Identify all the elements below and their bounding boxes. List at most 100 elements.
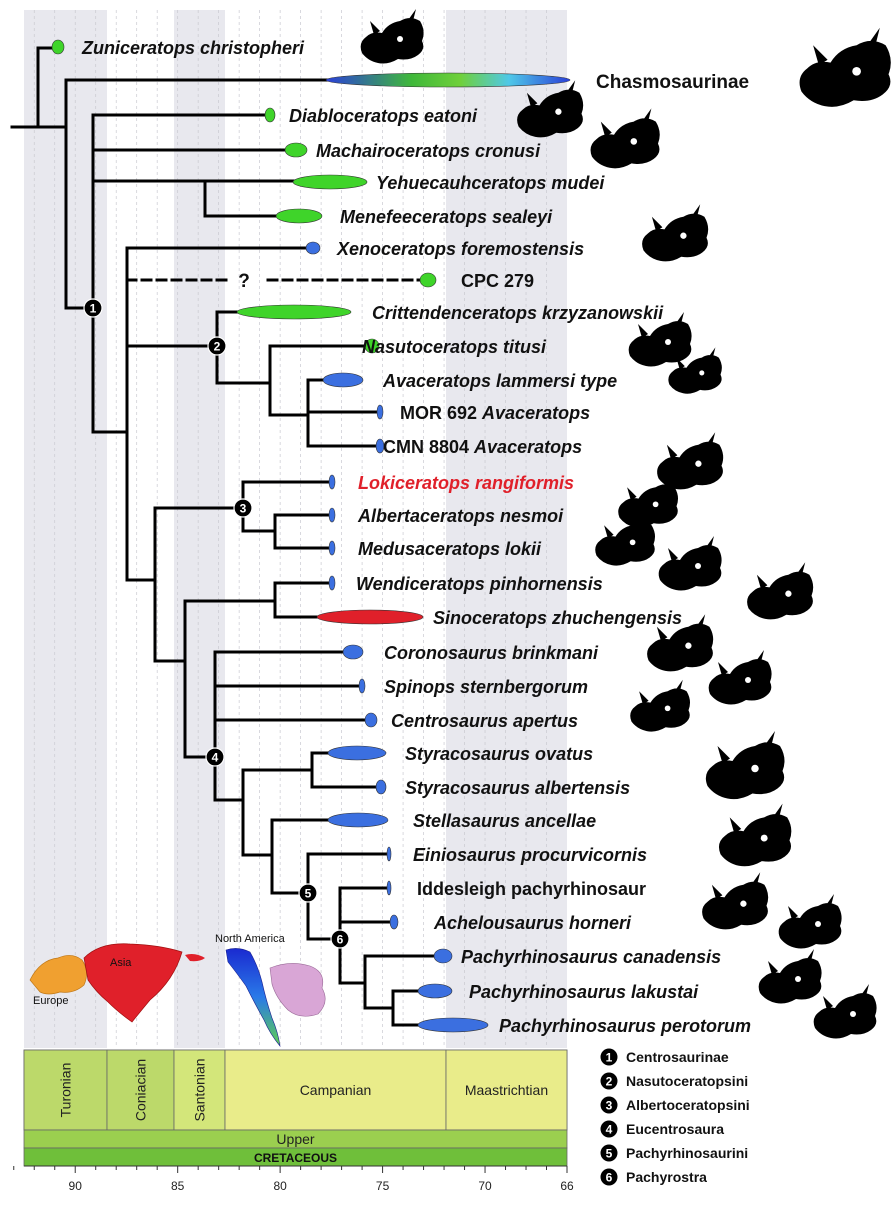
axis-tick-label: 66 — [560, 1179, 574, 1193]
stage-label: Maastrichtian — [465, 1082, 548, 1098]
range-yehuecauhceratops — [292, 174, 368, 190]
clade-node-number: 2 — [214, 340, 221, 354]
range-stellasaurus — [327, 812, 389, 828]
taxon-label: Achelousaurus horneri — [433, 913, 632, 933]
stage-label: Santonian — [192, 1058, 208, 1121]
range-medusaceratops — [328, 540, 336, 556]
axis-tick-label: 80 — [273, 1179, 287, 1193]
taxon-label: Coronosaurus brinkmani — [384, 643, 599, 663]
taxon-label: Spinops sternbergorum — [384, 677, 588, 697]
legend-item: 1 Centrosaurinae — [600, 1048, 729, 1066]
taxon-label: Crittendenceratops krzyzanowskii — [372, 303, 664, 323]
legend-label: Centrosaurinae — [626, 1049, 729, 1065]
range-bars — [51, 39, 571, 1033]
skull-silhouette — [360, 9, 424, 64]
clade-legend: 1 Centrosaurinae 2 Nasutoceratopsini 3 Albert… — [600, 1048, 750, 1186]
legend-item: 5 Pachyrhinosaurini — [600, 1144, 748, 1162]
range-lokiceratops — [328, 474, 336, 490]
taxon-label: Iddesleigh pachyrhinosaur — [417, 879, 646, 899]
clade-node-number: 5 — [305, 887, 312, 901]
skull-silhouette — [778, 894, 842, 949]
legend-number: 4 — [606, 1123, 613, 1137]
range-mor692 — [376, 404, 384, 420]
taxon-label: Zuniceratops christopheri — [81, 38, 305, 58]
legend-marker — [600, 1144, 618, 1162]
axis-tick-label: 75 — [376, 1179, 390, 1193]
taxon-label: Medusaceratops lokii — [358, 539, 542, 559]
skull-silhouette — [590, 108, 660, 169]
range-nasutoceratops — [364, 338, 380, 354]
north-america-east — [269, 963, 326, 1017]
range-centrosaurus — [364, 712, 378, 728]
taxon-label: Pachyrhinosaurus canadensis — [461, 947, 721, 967]
taxon-label: Einiosaurus procurvicornis — [413, 845, 647, 865]
taxon-label: Sinoceratops zhuchengensis — [433, 608, 682, 628]
skull-silhouette — [658, 536, 722, 591]
legend-label: Nasutoceratopsini — [626, 1073, 748, 1089]
legend-marker — [600, 1096, 618, 1114]
clade-node-2: 2 — [207, 336, 227, 356]
legend-marker — [600, 1072, 618, 1090]
legend-item: 2 Nasutoceratopsini — [600, 1072, 748, 1090]
range-coronosaurus — [342, 644, 364, 660]
range-iddesleigh — [386, 880, 392, 896]
range-einiosaurus — [386, 846, 392, 862]
skull-silhouette — [799, 27, 891, 107]
stage-label: Turonian — [58, 1063, 74, 1118]
axis-tick-label: 70 — [478, 1179, 492, 1193]
skull-silhouette — [595, 513, 656, 566]
legend-item: 6 Pachyrostra — [600, 1168, 707, 1186]
north-america-west — [225, 948, 281, 1048]
asia-landmass — [83, 943, 183, 1023]
clade-node-number: 4 — [212, 751, 219, 765]
taxon-label: MOR 692 Avaceratops — [400, 403, 590, 423]
europe-landmass — [29, 955, 87, 995]
skull-silhouette — [705, 731, 785, 800]
legend-number: 3 — [606, 1099, 613, 1113]
range-albertaceratops — [328, 507, 336, 523]
range-sinoceratops — [316, 609, 424, 625]
unknown-placement-marker: ? — [238, 271, 250, 292]
clade-node-markers: 1 2 3 4 5 6 — [83, 298, 350, 949]
range-pachy-perotorum — [417, 1017, 489, 1033]
legend-item: 4 Eucentrosaura — [600, 1120, 724, 1138]
range-pachy-canadensis — [433, 948, 453, 964]
legend-number: 5 — [606, 1147, 613, 1161]
taxon-label: Lokiceratops rangiformis — [358, 473, 574, 493]
stage-label: Campanian — [300, 1082, 372, 1098]
legend-marker — [600, 1168, 618, 1186]
stage-cell — [445, 1049, 568, 1131]
range-achelousaurus — [389, 914, 399, 930]
skull-silhouette — [517, 80, 584, 138]
clade-node-number: 6 — [337, 933, 344, 947]
paleo-map: Europe Asia North America — [29, 933, 326, 1048]
geologic-time-scale: Turonian Coniacian Santonian Campanian Maast… — [13, 1049, 574, 1193]
legend-marker — [600, 1048, 618, 1066]
range-xenoceratops — [305, 241, 321, 255]
skull-silhouette — [618, 475, 679, 528]
taxon-label: Menefeeceratops sealeyi — [340, 207, 553, 227]
skull-silhouette — [758, 949, 822, 1004]
taxon-label: Avaceratops lammersi type — [382, 371, 617, 391]
legend-label: Albertoceratopsini — [626, 1097, 750, 1113]
skull-silhouette — [702, 872, 769, 930]
taxon-label: Styracosaurus albertensis — [405, 778, 630, 798]
range-wendiceratops — [328, 575, 336, 591]
skull-silhouette — [668, 347, 722, 394]
map-label-europe: Europe — [33, 995, 68, 1007]
range-cmn8804 — [375, 438, 385, 454]
legend-number: 1 — [606, 1051, 613, 1065]
skull-silhouette — [708, 650, 772, 705]
taxon-label: Pachyrhinosaurus perotorum — [499, 1016, 751, 1036]
taxon-label: Machairoceratops cronusi — [316, 141, 541, 161]
epoch-label: Upper — [276, 1131, 314, 1147]
taxon-label: Pachyrhinosaurus lakustai — [469, 982, 699, 1002]
stage-cell — [173, 1049, 226, 1131]
map-label-north-america: North America — [215, 933, 286, 945]
clade-node-3: 3 — [233, 498, 253, 518]
taxon-label: Styracosaurus ovatus — [405, 744, 593, 764]
stage-cell — [106, 1049, 175, 1131]
clade-node-number: 1 — [90, 302, 97, 316]
range-diabloceratops — [264, 107, 276, 123]
